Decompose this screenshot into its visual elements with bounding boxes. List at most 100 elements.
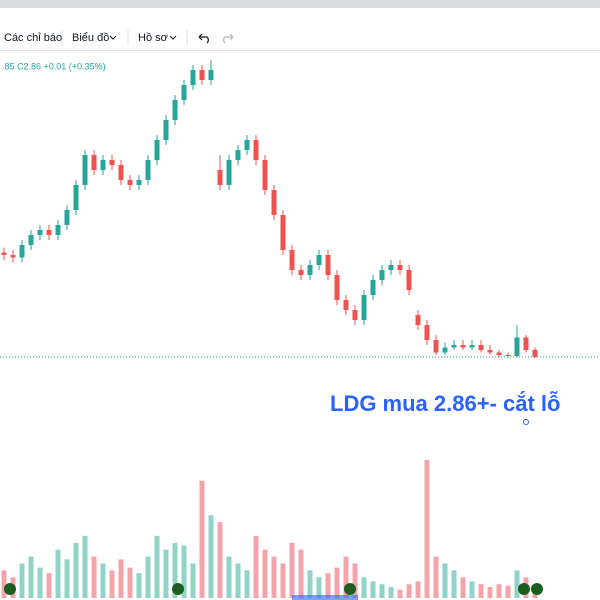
volume-bar xyxy=(280,563,286,598)
undo-button[interactable] xyxy=(198,33,209,44)
volume-bar xyxy=(262,549,268,598)
annotation-handle[interactable] xyxy=(523,419,529,425)
candle-body xyxy=(28,235,34,245)
volume-bar xyxy=(325,573,331,598)
volume-bar xyxy=(478,584,484,598)
dropdown-caret xyxy=(169,35,177,40)
volume-bar xyxy=(190,563,196,598)
volume-bar xyxy=(388,586,394,598)
candle-body xyxy=(460,345,466,348)
volume-bar xyxy=(199,480,205,598)
event-marker[interactable] xyxy=(172,583,184,595)
candle-body xyxy=(19,245,25,258)
volume-bar xyxy=(28,556,34,598)
volume-bar xyxy=(253,535,259,598)
volume-bar xyxy=(289,542,295,598)
event-marker[interactable] xyxy=(531,583,543,595)
candle-body xyxy=(505,355,511,356)
toolbar xyxy=(0,26,600,50)
candle-body xyxy=(496,352,502,355)
candle-body xyxy=(343,300,349,310)
chart-type-button[interactable]: Biểu đồ xyxy=(72,32,109,44)
event-marker[interactable] xyxy=(518,583,530,595)
candle-body xyxy=(415,315,421,325)
candle-body xyxy=(523,337,529,350)
volume-bar xyxy=(451,570,457,598)
volume-bar xyxy=(136,573,142,598)
volume-bar xyxy=(505,585,511,598)
candle-body xyxy=(217,170,223,185)
candle-body xyxy=(478,345,484,350)
annotation: LDG mua 2.86+- cắt lỗ xyxy=(330,391,560,416)
volume-bar xyxy=(217,522,223,598)
candle-body xyxy=(262,160,268,190)
candle-body xyxy=(46,230,52,235)
volume-bar xyxy=(487,586,493,598)
volume-bar xyxy=(397,589,403,598)
volume-bar xyxy=(118,559,124,598)
candle-body xyxy=(55,225,61,235)
window-top-border xyxy=(0,0,600,8)
candle-body xyxy=(37,230,43,235)
candle-body xyxy=(136,180,142,185)
volume-bar xyxy=(379,584,385,598)
candle-body xyxy=(442,347,448,353)
candle-body xyxy=(100,160,106,170)
candle-body xyxy=(280,215,286,250)
candle-body xyxy=(451,345,457,348)
event-marker[interactable] xyxy=(4,583,16,595)
candle-body xyxy=(307,265,313,275)
candle-body xyxy=(469,345,475,348)
candle-body xyxy=(514,337,520,356)
volume-bar xyxy=(163,549,169,598)
volume-bar xyxy=(244,570,250,598)
range-selection xyxy=(292,595,358,600)
volume-bar xyxy=(514,570,520,598)
candle-body xyxy=(316,255,322,265)
volume-bar xyxy=(37,567,43,598)
event-marker[interactable] xyxy=(344,583,356,595)
redo-button[interactable] xyxy=(223,33,234,44)
volume-bar xyxy=(82,535,88,598)
candle-body xyxy=(109,160,115,165)
candle-body xyxy=(199,70,205,80)
candle-body xyxy=(271,190,277,215)
candle-body xyxy=(352,310,358,320)
candle-body xyxy=(253,140,259,160)
volume-bar xyxy=(91,556,97,598)
volume-bar xyxy=(469,581,475,598)
volume-bar xyxy=(307,570,313,598)
volume-bar xyxy=(316,577,322,598)
ohlc-legend: .85 C2.86 +0.01 (+0.35%) xyxy=(2,61,106,71)
candle-body xyxy=(298,270,304,275)
candle-body xyxy=(190,70,196,85)
candle-body xyxy=(487,350,493,353)
volume-bar xyxy=(100,563,106,598)
volume-bar xyxy=(406,584,412,598)
candle-body xyxy=(163,120,169,140)
candle-body xyxy=(325,255,331,275)
candle-body xyxy=(397,265,403,270)
indicators-button[interactable]: Các chỉ báo xyxy=(4,32,62,44)
candle-body xyxy=(433,340,439,353)
candle-body xyxy=(289,250,295,270)
candle-body xyxy=(181,85,187,100)
volume-bar xyxy=(145,556,151,598)
candle-body xyxy=(10,255,16,258)
candle-body xyxy=(424,325,430,340)
candle-body xyxy=(208,70,214,80)
volume-bar xyxy=(433,556,439,598)
volume-bar xyxy=(208,515,214,598)
volume-bar xyxy=(46,573,52,598)
candle-body xyxy=(145,160,151,180)
volume-bar xyxy=(235,563,241,598)
volume-bar xyxy=(415,581,421,598)
volume-bar xyxy=(73,542,79,598)
volume-bar xyxy=(55,549,61,598)
volume-bar xyxy=(271,556,277,598)
dropdown-caret xyxy=(109,35,117,40)
volume-bar xyxy=(181,545,187,598)
profile-button[interactable]: Hồ sơ xyxy=(138,32,168,44)
volume-bar xyxy=(361,577,367,598)
